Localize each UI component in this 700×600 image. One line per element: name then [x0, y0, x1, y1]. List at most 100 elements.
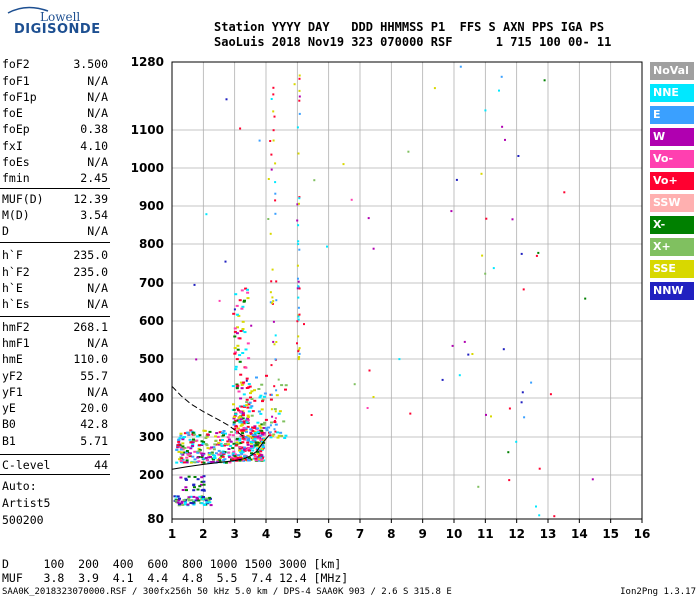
echo-point — [522, 288, 525, 291]
header-values: SaoLuis 2018 Nov19 323 070000 RSF 1 715 … — [214, 35, 612, 49]
param-row-clevel: C-level 44 — [2, 458, 108, 474]
echo-point — [196, 456, 200, 459]
echo-point — [272, 433, 276, 436]
echo-point — [179, 434, 183, 437]
echo-point — [262, 427, 266, 429]
footer-credit: SAA0K_2018323070000.RSF / 300fx256h 50 k… — [2, 587, 452, 597]
echo-point — [515, 440, 518, 443]
echo-point — [274, 430, 277, 433]
echo-point — [372, 247, 375, 250]
echo-point — [176, 444, 180, 447]
echo-point — [235, 459, 239, 462]
echo-point — [296, 126, 299, 129]
echo-point — [297, 243, 300, 246]
echo-point — [236, 430, 239, 433]
echo-point — [239, 127, 242, 130]
echo-point — [232, 403, 235, 406]
echo-point — [260, 440, 264, 443]
echo-point — [240, 387, 244, 390]
param-value: 42.8 — [80, 417, 108, 431]
echo-point — [273, 420, 276, 422]
echo-point — [201, 442, 205, 445]
echo-point — [197, 450, 201, 453]
echo-point — [257, 445, 261, 448]
echo-point — [241, 328, 245, 330]
autoscaler-code: 500200 — [2, 513, 44, 527]
echo-point — [246, 416, 250, 419]
param-row-b0: B0 42.8 — [2, 417, 108, 433]
echo-point — [272, 139, 275, 142]
echo-point — [245, 421, 249, 424]
echo-point — [256, 421, 260, 424]
echo-point — [467, 353, 470, 356]
echo-point — [297, 224, 300, 227]
echo-point — [368, 369, 371, 372]
echo-point — [214, 435, 218, 438]
echo-point — [243, 449, 247, 452]
echo-point — [297, 348, 300, 351]
echo-point — [200, 456, 204, 458]
echo-point — [178, 437, 182, 440]
echo-point — [260, 449, 264, 451]
echo-point — [181, 489, 185, 491]
echo-point — [298, 74, 301, 77]
param-row-hf: h`F 235.0 — [2, 248, 108, 264]
echo-point — [537, 251, 540, 254]
echo-point — [297, 318, 300, 321]
echo-point — [298, 95, 301, 98]
echo-point — [511, 218, 514, 221]
echo-point — [433, 87, 436, 90]
echo-point — [264, 427, 268, 430]
echo-point — [256, 437, 260, 440]
echo-point — [241, 451, 245, 454]
echo-point — [245, 401, 249, 404]
param-value: 3.500 — [73, 57, 108, 71]
echo-point — [244, 348, 248, 351]
echo-point — [204, 457, 208, 459]
echo-point — [218, 459, 222, 462]
echo-point — [247, 446, 250, 449]
echo-point — [191, 441, 195, 444]
legend-item: W — [650, 128, 694, 146]
param-label: foE — [2, 106, 23, 120]
echo-point — [249, 435, 253, 438]
legend-item: NNW — [650, 282, 694, 300]
param-row-hme: hmE 110.0 — [2, 352, 108, 368]
echo-point — [235, 383, 239, 386]
echo-point — [177, 499, 181, 502]
echo-point — [538, 467, 541, 470]
echo-point — [227, 451, 231, 454]
echo-point — [246, 291, 250, 294]
echo-point — [196, 451, 200, 454]
param-value: 55.7 — [80, 369, 108, 383]
echo-point — [459, 65, 462, 68]
echo-point — [270, 421, 273, 424]
echo-point — [208, 452, 212, 455]
echo-point — [176, 495, 180, 498]
echo-point — [197, 499, 201, 502]
echo-point — [298, 202, 300, 205]
echo-point — [563, 191, 566, 194]
echo-point — [241, 412, 245, 415]
echo-point — [219, 451, 223, 454]
echo-point — [276, 431, 279, 434]
echo-point — [269, 398, 273, 401]
echo-point — [240, 452, 244, 455]
trace-curve-o-trace-lower — [171, 434, 270, 470]
separator — [0, 316, 110, 317]
echo-point — [272, 320, 275, 323]
logo-lowell-text: Lowell — [40, 10, 81, 24]
echo-point — [297, 358, 300, 361]
y-tick-label: 1100 — [131, 123, 164, 137]
echo-point — [174, 501, 178, 504]
echo-point — [269, 140, 272, 142]
echo-point — [200, 502, 204, 505]
echo-point — [241, 449, 245, 452]
legend-item: E — [650, 106, 694, 124]
echo-point — [233, 308, 236, 311]
echo-point — [239, 418, 243, 421]
echo-point — [178, 458, 182, 461]
echo-point — [256, 441, 260, 444]
echo-point — [296, 320, 299, 323]
echo-point — [275, 299, 278, 302]
